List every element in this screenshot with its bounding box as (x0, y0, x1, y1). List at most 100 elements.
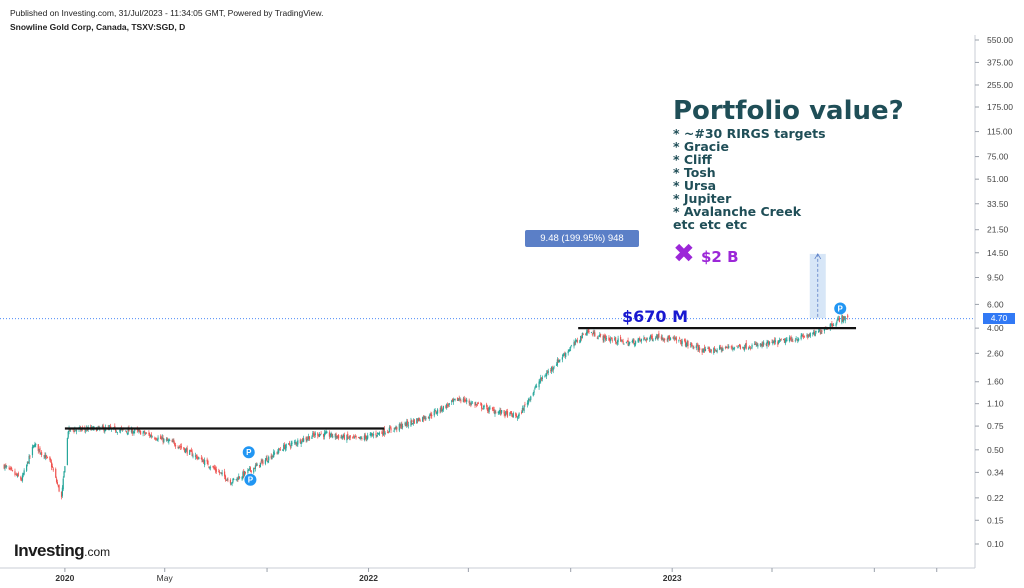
candle-body (626, 341, 628, 342)
candle-body (777, 341, 779, 345)
candle-body (138, 429, 140, 432)
portfolio-item: * Ursa (673, 178, 717, 193)
candle-body (645, 339, 647, 341)
candle-body (738, 345, 740, 347)
candle-body (213, 467, 215, 469)
candle-body (393, 427, 395, 430)
candle-body (314, 433, 316, 435)
candle-body (615, 342, 618, 344)
candles-layer (3, 313, 849, 500)
candle-body (57, 485, 59, 487)
candle-body (709, 348, 711, 353)
candle-body (591, 333, 593, 335)
candle-body (346, 435, 348, 441)
candle-body (640, 338, 643, 342)
candle-body (685, 344, 687, 347)
y-tick-label: 33.50 (987, 199, 1009, 209)
candle-body (558, 359, 560, 362)
candle-body (692, 346, 694, 348)
candle-body (603, 335, 605, 342)
y-tick-label: 14.50 (987, 248, 1009, 258)
candle-body (357, 436, 360, 438)
candle-body (471, 402, 474, 404)
candle-body (649, 337, 651, 340)
candle-body (11, 470, 14, 471)
candle-body (815, 330, 817, 332)
candle-body (279, 449, 281, 451)
candle-body (660, 336, 662, 340)
candle-body (586, 330, 588, 334)
candle-body (167, 440, 169, 441)
candle-body (644, 339, 647, 341)
candle-body (668, 336, 670, 339)
candle-body (144, 433, 147, 435)
candle-body (192, 455, 194, 457)
candle-body (270, 455, 272, 459)
candle-body (372, 434, 375, 436)
candle-body (738, 344, 741, 347)
candle-body (198, 457, 200, 460)
candle-body (289, 446, 291, 448)
candle-body (797, 339, 799, 341)
candle-body (763, 342, 765, 345)
y-tick-label: 550.00 (987, 35, 1013, 45)
candle-body (445, 405, 447, 409)
candle-body (528, 398, 530, 401)
candle-body (697, 345, 699, 351)
candle-body (451, 399, 454, 402)
candle-body (662, 337, 664, 340)
candle-body (46, 457, 49, 458)
candle-body (241, 476, 243, 480)
candle-body (696, 345, 698, 347)
candle-body (268, 456, 270, 461)
portfolio-list: * ~#30 RIRGS targets * Gracie * Cliff * Tos… (673, 127, 826, 231)
candle-body (715, 350, 717, 352)
candle-body (727, 346, 729, 348)
candle-body (440, 406, 442, 412)
candle-body (592, 333, 594, 335)
candle-body (702, 350, 704, 352)
candle-body (75, 430, 77, 431)
candle-body (186, 448, 188, 454)
portfolio-item: * Tosh (673, 165, 716, 180)
candle-body (511, 414, 514, 418)
candle-body (377, 432, 379, 435)
candle-body (829, 324, 831, 328)
candle-body (417, 418, 420, 421)
candle-body (413, 419, 415, 424)
measure-arrowhead (814, 253, 822, 260)
candle-body (457, 398, 459, 401)
candle-body (395, 426, 397, 430)
candle-body (308, 436, 310, 439)
candle-body (303, 438, 305, 442)
candle-body (506, 411, 509, 417)
candle-body (214, 467, 217, 471)
y-tick-label: 115.00 (987, 127, 1013, 137)
candle-body (116, 432, 118, 434)
candle-body (625, 342, 628, 343)
candle-body (130, 428, 133, 433)
candle-body (401, 423, 403, 428)
candle-body (686, 341, 688, 345)
candle-body (511, 412, 513, 415)
candle-body (632, 340, 634, 343)
candle-body (39, 447, 41, 453)
candle-body (588, 331, 590, 333)
candle-body (278, 448, 280, 453)
candle-body (599, 334, 601, 337)
candle-body (253, 467, 256, 470)
candle-body (766, 341, 768, 347)
candle-body (248, 469, 250, 470)
candle-body (191, 451, 193, 457)
candle-body (540, 377, 542, 381)
candle-body (463, 397, 465, 402)
candle-body (328, 432, 331, 437)
candle-body (10, 467, 12, 469)
candle-body (492, 409, 494, 411)
candle-body (302, 438, 304, 442)
candle-body (427, 417, 430, 419)
candle-body (499, 410, 501, 413)
candle-body (551, 367, 553, 370)
candle-body (698, 347, 700, 350)
